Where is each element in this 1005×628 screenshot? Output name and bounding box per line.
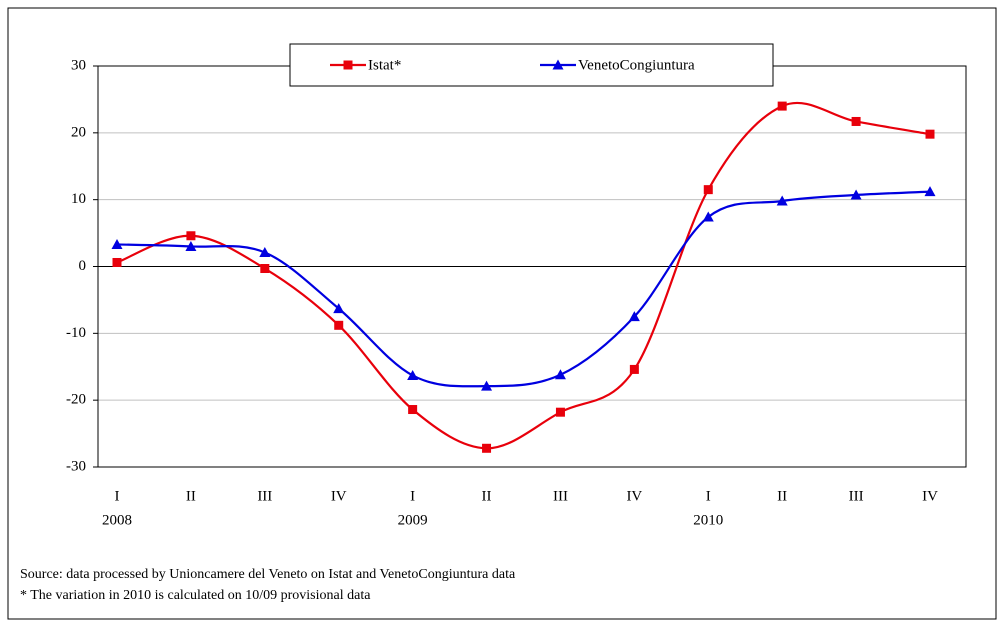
year-label: 2010 [693,512,723,528]
data-point [407,369,419,380]
x-tick-label: IV [922,488,938,504]
y-tick-label: -20 [66,392,86,408]
x-tick-label: I [706,488,711,504]
data-point [334,320,344,330]
year-label: 2008 [102,512,132,528]
data-point [186,231,196,241]
y-tick-label: 30 [71,57,86,73]
footnote: * The variation in 2010 is calculated on… [20,588,371,603]
data-point [259,246,271,257]
x-tick-label: III [257,488,272,504]
x-tick-label: I [410,488,415,504]
data-point [408,405,418,415]
data-point [629,364,639,374]
data-point [260,264,270,274]
x-tick-label: IV [626,488,642,504]
x-tick-label: III [553,488,568,504]
data-point [777,101,787,111]
data-point [925,129,935,139]
legend-marker [343,60,353,70]
data-point [851,116,861,126]
data-point [776,195,788,206]
y-tick-label: 10 [71,191,86,207]
legend-box [289,43,774,87]
legend-marker [552,59,564,70]
legend-label: VenetoCongiuntura [578,57,695,73]
y-tick-label: 20 [71,124,86,140]
data-point [850,189,862,200]
data-point [185,240,197,251]
source-note: Source: data processed by Unioncamere de… [20,567,516,582]
x-tick-label: II [482,488,492,504]
x-tick-label: I [115,488,120,504]
legend-label: Istat* [368,57,401,73]
y-tick-label: -30 [66,458,86,474]
data-point [482,443,492,453]
data-point [924,186,936,197]
y-tick-label: -10 [66,325,86,341]
chart-frame [7,7,997,620]
data-point [702,211,714,222]
data-point [112,257,122,267]
y-tick-label: 0 [79,258,87,274]
year-label: 2009 [398,512,428,528]
data-point [554,369,566,380]
x-tick-label: III [849,488,864,504]
x-tick-label: IV [331,488,347,504]
data-point [628,311,640,322]
x-tick-label: II [186,488,196,504]
data-point [333,303,345,314]
data-point [555,407,565,417]
data-point [111,238,123,249]
x-tick-label: II [777,488,787,504]
data-point [481,380,493,391]
data-point [703,185,713,195]
